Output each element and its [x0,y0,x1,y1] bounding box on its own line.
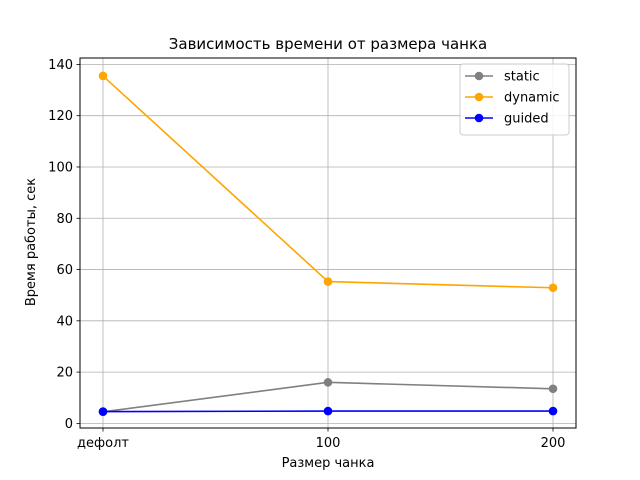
y-axis-label: Время работы, сек [24,178,39,306]
x-tick-label: 200 [541,436,566,451]
series-guided [98,406,558,416]
y-tick-label: 80 [56,212,73,227]
chart-title: Зависимость времени от размера чанка [169,35,487,53]
legend-label: static [504,70,540,85]
data-point-static [323,378,333,387]
x-tick-label: 100 [316,436,341,451]
legend-swatch-marker [474,92,484,102]
legend-swatch-marker [474,113,484,123]
data-point-guided [323,406,333,416]
data-point-static [548,384,558,394]
y-tick-label: 140 [48,58,73,73]
y-tick-label: 100 [48,160,73,175]
series-dynamic [98,71,558,293]
y-tick-label: 20 [56,366,73,381]
legend-swatch-marker [474,71,484,81]
axis-ticks: 0 20 40 60 80 100 120 140 дефолт 100 200 [48,58,565,451]
series-layer [98,71,558,417]
y-tick-label: 60 [56,263,73,278]
data-point-dynamic [323,277,333,286]
y-tick-label: 0 [65,417,73,432]
x-tick-label: дефолт [77,436,129,451]
data-point-dynamic [98,71,108,81]
data-point-dynamic [548,283,558,293]
y-tick-label: 120 [48,109,73,124]
legend: static dynamic guided [459,63,570,136]
legend-label: dynamic [504,91,560,106]
x-axis-label: Размер чанка [282,456,375,471]
legend-label: guided [504,112,549,127]
data-point-guided [548,406,558,416]
y-tick-label: 40 [56,314,73,329]
data-point-guided [98,407,108,416]
